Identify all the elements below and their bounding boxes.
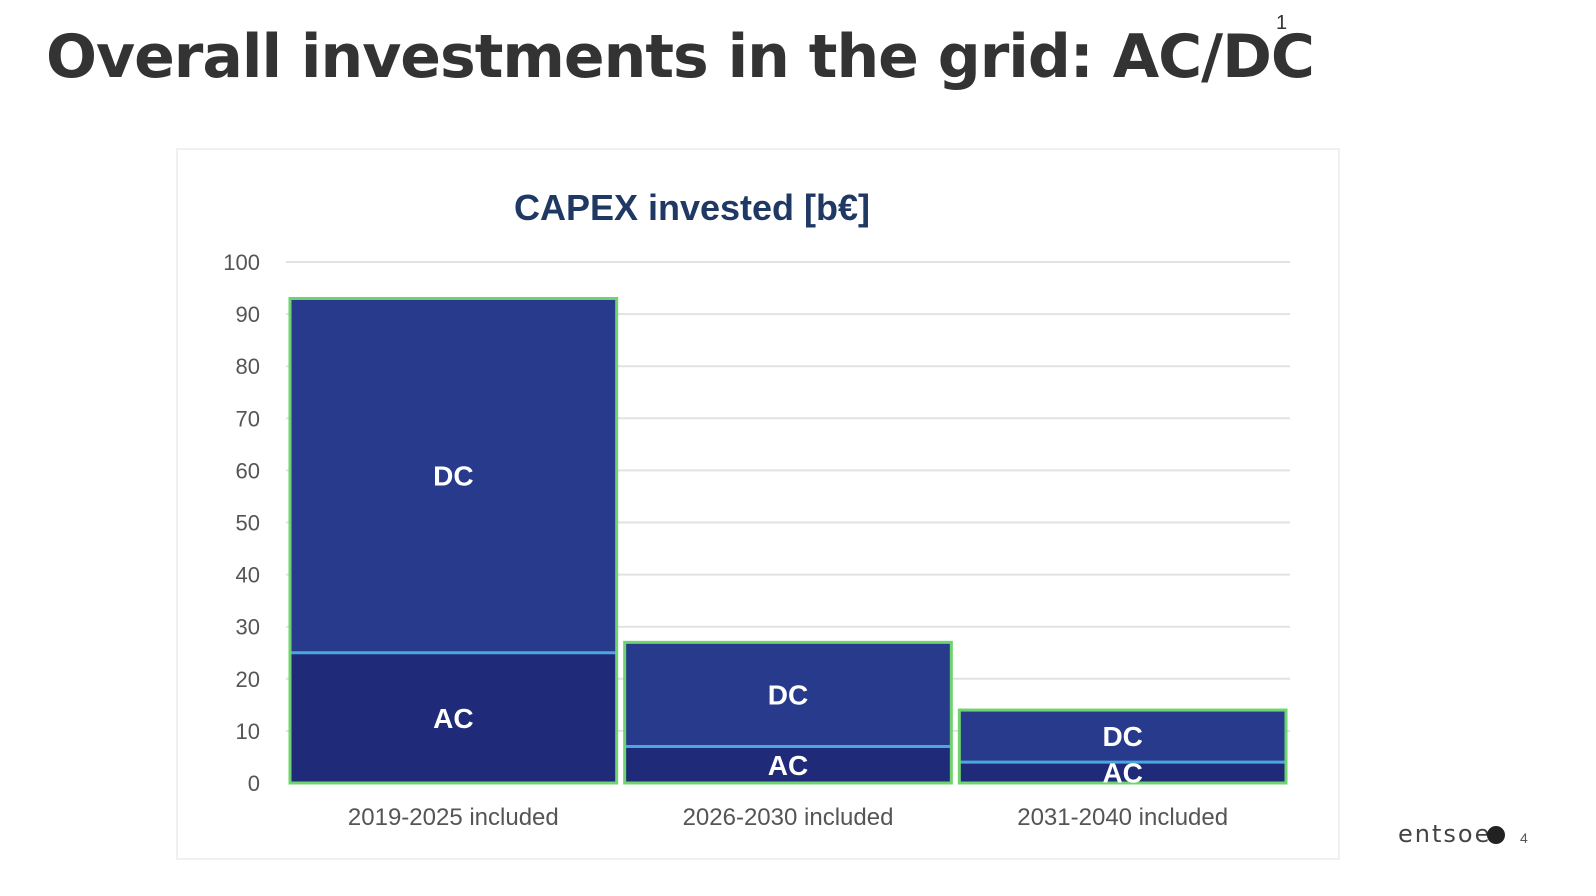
y-tick-label: 10 <box>236 719 260 744</box>
x-tick-label: 2026-2030 included <box>683 804 894 831</box>
chart-container: CAPEX invested [b€] 0 10 20 30 40 50 60 70 80 90 1… <box>176 148 1340 860</box>
y-tick-label: 60 <box>236 458 260 483</box>
bar-outline <box>288 296 619 785</box>
bar-outline <box>957 708 1288 785</box>
y-tick-label: 70 <box>236 406 260 431</box>
bar-segment-ac <box>959 762 1286 783</box>
bar-segment-dc <box>959 710 1286 763</box>
y-tick-label: 90 <box>236 302 260 327</box>
y-tick-label: 0 <box>248 771 260 796</box>
bar-label-dc: DC <box>768 679 808 710</box>
capex-chart: CAPEX invested [b€] 0 10 20 30 40 50 60 70 80 90 1… <box>223 187 1290 831</box>
bar-segment-ac <box>290 652 617 783</box>
x-tick-label: 2019-2025 included <box>348 804 559 831</box>
y-tick-label: 50 <box>236 511 260 536</box>
logo-dot-icon <box>1487 826 1506 844</box>
x-axis-ticks: 2019-2025 included 2026-2030 included 2031… <box>348 804 1228 831</box>
bar-segment-dc <box>624 642 952 747</box>
y-tick-label: 30 <box>236 615 260 640</box>
y-tick-label: 40 <box>236 563 260 588</box>
page-title: Overall investments in the grid: AC/DC <box>46 22 1315 92</box>
page-number: 4 <box>1520 830 1528 846</box>
bar-label-ac: AC <box>433 703 473 734</box>
y-tick-label: 20 <box>236 667 260 692</box>
bar-outline <box>623 640 953 785</box>
bar-label-ac: AC <box>1102 758 1142 789</box>
y-tick-label: 80 <box>236 354 260 379</box>
footnote-marker: 1 <box>1276 12 1288 34</box>
logo-text: entsoe <box>1398 820 1492 848</box>
x-tick-label: 2031-2040 included <box>1017 804 1228 831</box>
bar-segment-ac <box>624 746 952 783</box>
bar-label-ac: AC <box>768 750 808 781</box>
bar-label-dc: DC <box>1102 721 1142 752</box>
bars: AC DC AC DC AC DC <box>288 296 1288 789</box>
bar-segment-dc <box>290 298 617 653</box>
y-tick-label: 100 <box>223 250 260 275</box>
chart-title: CAPEX invested [b€] <box>514 187 870 228</box>
y-axis-ticks: 0 10 20 30 40 50 60 70 80 90 100 <box>223 250 260 796</box>
bar-label-dc: DC <box>433 461 473 492</box>
entsoe-logo: entsoe <box>1398 820 1506 848</box>
